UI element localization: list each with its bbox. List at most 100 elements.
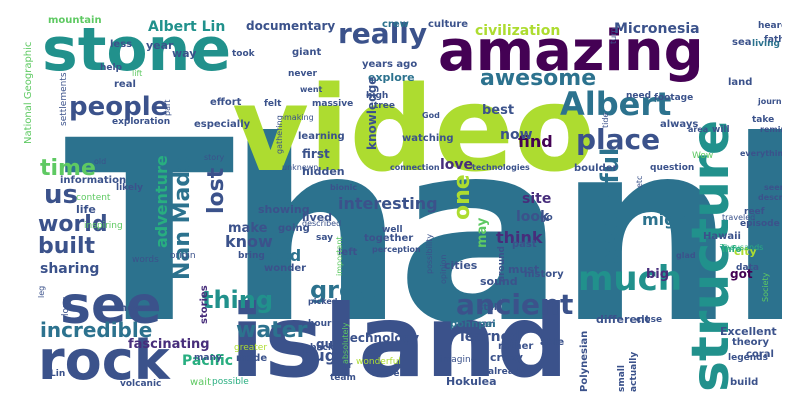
word-us: us: [44, 180, 78, 210]
word-help: help: [100, 63, 123, 73]
word-explore: explore: [368, 71, 415, 84]
word-life: life: [76, 203, 96, 216]
word-going: going: [278, 223, 310, 234]
word-national-geographic: National Geographic: [23, 41, 34, 144]
word-think: think: [496, 228, 543, 247]
word-possibility: possibility: [425, 233, 434, 274]
word-wait: wait: [190, 377, 212, 388]
word-giant: giant: [292, 47, 322, 58]
word-now: now: [500, 127, 533, 143]
word-crew: crew: [382, 19, 409, 30]
word-father: father: [764, 35, 782, 45]
word-massive: massive: [312, 99, 354, 109]
word-ancient: ancient: [456, 288, 574, 321]
word-different: different: [596, 313, 650, 326]
word-learned: learned: [460, 329, 521, 345]
word-footage: footage: [654, 93, 694, 103]
word-city: city: [734, 245, 757, 258]
word-technologies: technologies: [472, 163, 530, 172]
word-god: God: [422, 111, 440, 120]
word-always: always: [660, 119, 699, 130]
word-cloud: Thank video island stone amazing see roc…: [20, 8, 782, 392]
word-picked: picked: [308, 297, 338, 306]
word-still: still: [478, 303, 497, 313]
word-sea: sea: [732, 37, 752, 48]
word-ocean: ocean: [462, 319, 496, 330]
word-seen: seen: [764, 183, 782, 192]
word-sharing: sharing: [40, 261, 100, 277]
word-hidden: hidden: [302, 165, 345, 178]
word-watching: watching: [402, 133, 454, 144]
word-year: year: [146, 39, 174, 52]
word-tree: tree: [374, 101, 395, 111]
word-huge: huge: [302, 346, 348, 365]
word-origin: origin: [170, 251, 196, 261]
word-effort: effort: [210, 97, 242, 108]
word-island: island: [230, 283, 569, 392]
word-find: find: [518, 132, 553, 151]
word-journey: journey: [758, 97, 782, 106]
word-information: information: [60, 175, 127, 186]
word-video: video: [232, 60, 595, 198]
word-hokulea: Hokulea: [446, 375, 497, 388]
word-stories: stories: [199, 285, 210, 324]
word-look: look: [516, 209, 550, 225]
word-awesome: awesome: [480, 66, 597, 91]
word-used: used: [258, 246, 302, 265]
word-around: around: [497, 246, 507, 282]
word-turn: turn: [609, 27, 618, 44]
word-heard: heard: [758, 21, 782, 31]
word-possible: possible: [212, 377, 249, 387]
word-bring: bring: [238, 251, 265, 261]
word-real: real: [114, 79, 136, 90]
word-lift: lift: [132, 69, 143, 78]
word-thing: thing: [202, 286, 274, 314]
word-site: site: [522, 191, 552, 207]
word-likely: likely: [116, 183, 143, 193]
word-lost: lost: [204, 167, 229, 214]
word-excellent: Excellent: [720, 325, 777, 338]
word-great: great: [310, 276, 383, 304]
word-water: water: [236, 318, 308, 343]
word-past: past: [512, 239, 537, 250]
word-far: far: [338, 361, 353, 371]
word-knowledge: knowledge: [365, 76, 379, 150]
word-go: go: [540, 213, 553, 223]
word-lived: lived: [302, 211, 333, 224]
word-absolutely: absolutely: [341, 322, 350, 364]
word-etc: etc: [635, 175, 644, 188]
word-left: left: [338, 247, 358, 258]
word-see: see: [60, 276, 162, 336]
word-pacific: Pacific: [182, 353, 234, 369]
word-mountain: mountain: [48, 15, 102, 26]
word-wow: Wow: [692, 151, 714, 161]
word-data: data: [736, 263, 759, 273]
word-important: important: [335, 236, 344, 276]
word-small: small: [617, 365, 627, 392]
word-question: question: [650, 163, 695, 173]
word-less: less: [110, 39, 133, 50]
word-described: described: [302, 219, 342, 228]
word-fascinating: fascinating: [128, 337, 210, 352]
word-making: making: [284, 113, 314, 122]
word-place: place: [576, 123, 661, 156]
word-society: Society: [761, 272, 770, 302]
word-guy: guy: [316, 337, 341, 351]
word-theory: theory: [732, 337, 770, 348]
word-take: take: [752, 115, 775, 125]
word-info: info: [722, 245, 742, 255]
word-big: big: [646, 267, 670, 282]
word-tide: tide: [601, 112, 610, 128]
word-time: time: [40, 156, 96, 181]
word-glad: glad: [676, 251, 696, 260]
word-stone: stone: [42, 15, 232, 85]
word-hawaii: Hawaii: [703, 231, 741, 242]
word-wonder: wonder: [264, 263, 307, 274]
word-lin: Lin: [50, 369, 66, 379]
word-world: world: [38, 212, 108, 237]
word-together: together: [364, 233, 414, 244]
word-sound: sound: [480, 275, 518, 288]
word-never: never: [288, 69, 317, 79]
word-area: area: [688, 125, 709, 134]
word-especially: especially: [194, 119, 251, 130]
